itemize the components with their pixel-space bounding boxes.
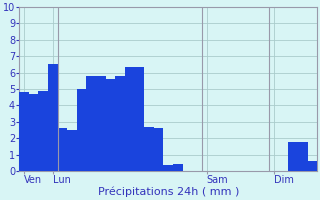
Bar xyxy=(164,165,173,171)
Bar xyxy=(77,89,86,171)
Bar xyxy=(115,76,125,171)
Bar xyxy=(67,130,77,171)
Bar xyxy=(29,94,38,171)
Bar xyxy=(135,67,144,171)
Bar xyxy=(144,127,154,171)
Bar xyxy=(48,64,58,171)
Bar xyxy=(19,92,29,171)
Bar xyxy=(106,79,115,171)
Bar xyxy=(86,76,96,171)
Bar xyxy=(125,67,135,171)
Bar xyxy=(38,91,48,171)
Bar xyxy=(96,76,106,171)
Bar xyxy=(154,128,164,171)
Bar xyxy=(58,128,67,171)
Bar xyxy=(173,164,183,171)
X-axis label: Précipitations 24h ( mm ): Précipitations 24h ( mm ) xyxy=(98,187,239,197)
Bar xyxy=(298,142,308,171)
Bar xyxy=(308,161,317,171)
Bar xyxy=(288,142,298,171)
